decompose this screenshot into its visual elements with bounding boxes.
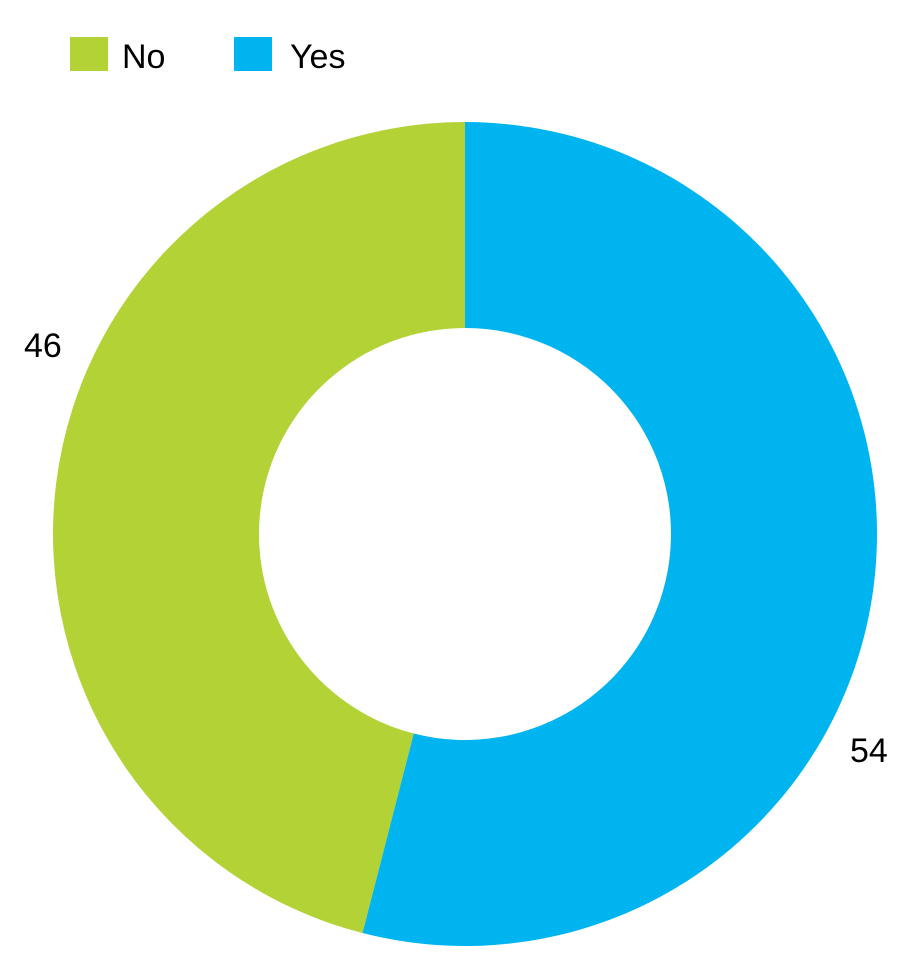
donut-slices [52, 122, 877, 946]
legend-swatch-yes [234, 37, 272, 71]
legend-item-no[interactable]: No [70, 37, 165, 76]
legend-item-yes[interactable]: Yes [234, 37, 345, 76]
slice-yes[interactable] [362, 122, 877, 946]
data-label-no: 46 [24, 327, 62, 365]
legend-label-no: No [122, 38, 165, 76]
legend-swatch-no [70, 37, 108, 71]
legend-label-yes: Yes [290, 38, 345, 76]
legend: No Yes [70, 37, 345, 76]
slice-no[interactable] [52, 122, 465, 934]
data-label-yes: 54 [850, 732, 888, 770]
